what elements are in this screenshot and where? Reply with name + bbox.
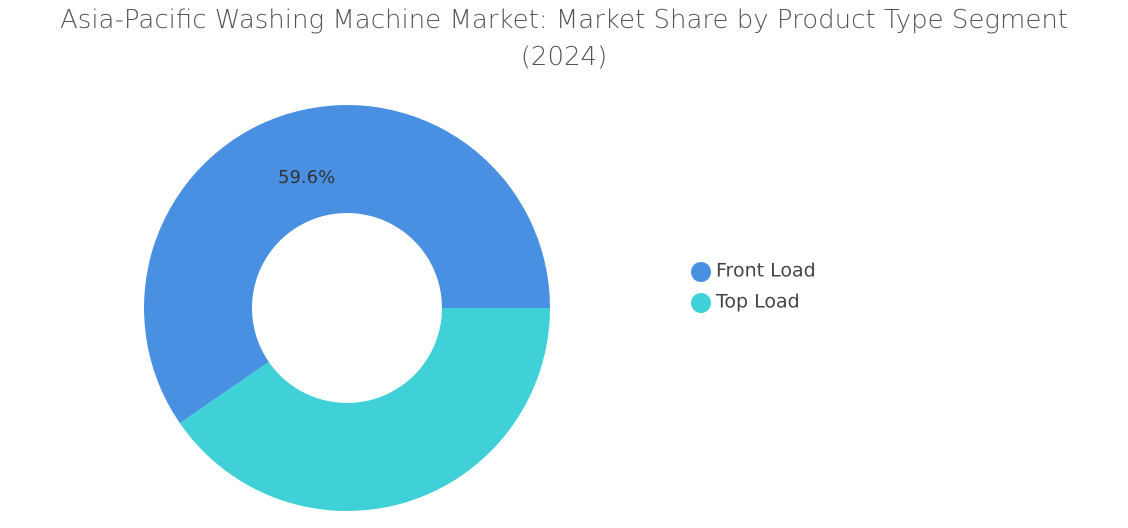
- legend-marker: [691, 262, 711, 282]
- legend-label: Front Load: [716, 260, 816, 282]
- data-label: 59.6%: [278, 167, 335, 188]
- chart-title: Asia-Pacific Washing Machine Market: Mar…: [60, 5, 1068, 72]
- legend-label: Top Load: [715, 291, 800, 313]
- legend-marker: [691, 293, 711, 313]
- donut-slice: [144, 104, 550, 424]
- donut-slice: [179, 308, 550, 512]
